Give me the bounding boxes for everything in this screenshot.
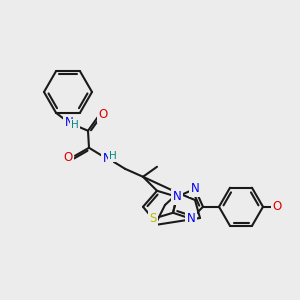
Text: S: S bbox=[149, 212, 157, 225]
Text: O: O bbox=[63, 151, 73, 164]
Text: O: O bbox=[98, 108, 108, 121]
Text: N: N bbox=[172, 190, 182, 203]
Text: H: H bbox=[109, 151, 117, 161]
Text: N: N bbox=[187, 212, 195, 225]
Text: N: N bbox=[190, 182, 200, 195]
Text: O: O bbox=[272, 200, 282, 213]
Text: N: N bbox=[64, 116, 74, 129]
Text: N: N bbox=[103, 152, 111, 165]
Text: H: H bbox=[71, 120, 79, 130]
